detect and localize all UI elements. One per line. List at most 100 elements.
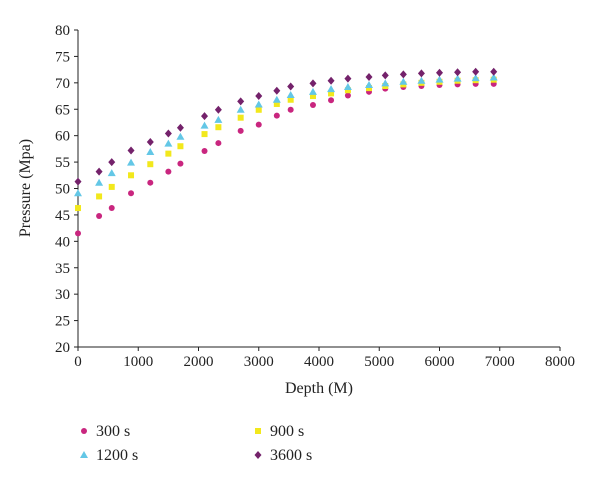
y-tick-label: 75: [55, 49, 70, 65]
legend-marker: [255, 428, 261, 434]
y-tick-label: 40: [55, 234, 70, 250]
x-tick-label: 2000: [184, 354, 214, 370]
data-point: [399, 70, 407, 79]
data-point: [176, 132, 185, 140]
data-point: [309, 79, 317, 88]
data-point: [95, 178, 104, 186]
data-point: [164, 129, 172, 138]
data-point: [489, 73, 498, 81]
data-point: [272, 95, 281, 103]
legend-item: 900 s: [255, 423, 304, 440]
legend-label: 3600 s: [270, 447, 312, 464]
data-point: [309, 102, 316, 109]
data-point: [490, 67, 498, 76]
data-point: [75, 205, 81, 212]
data-point: [237, 114, 244, 121]
data-point: [327, 76, 335, 85]
x-tick-label: 1000: [123, 354, 153, 370]
data-point: [147, 179, 154, 186]
data-point: [366, 85, 373, 92]
legend-item: 1200 s: [80, 447, 138, 464]
data-point: [417, 69, 425, 78]
data-point: [96, 193, 103, 200]
data-point: [201, 112, 209, 121]
data-point: [237, 97, 245, 106]
y-tick-label: 80: [55, 23, 70, 39]
data-point: [254, 100, 263, 108]
data-point: [128, 190, 135, 197]
legend-label: 1200 s: [96, 447, 138, 464]
series-square: [75, 76, 497, 212]
data-point: [381, 79, 390, 87]
data-point: [436, 68, 443, 77]
plot-area: 0 1000 2000 3000 4000 5000 6000 7000 8000 20 25 30…: [55, 23, 575, 370]
data-point: [147, 161, 154, 168]
y-tick-label: 20: [55, 340, 70, 356]
data-point: [471, 74, 480, 82]
data-point: [343, 83, 352, 91]
y-axis-ticks: 20 25 30 35 40 45 50 55 60 65 70 75 80: [55, 23, 78, 356]
y-tick-label: 60: [55, 129, 70, 145]
data-point: [177, 160, 184, 167]
data-point: [399, 77, 408, 85]
y-tick-label: 70: [55, 76, 70, 92]
y-tick-label: 55: [55, 155, 70, 171]
data-point: [344, 87, 351, 94]
x-tick-label: 8000: [545, 354, 575, 370]
data-point: [74, 189, 82, 197]
legend-marker: [81, 428, 87, 434]
y-tick-label: 65: [55, 102, 70, 118]
data-point: [127, 146, 135, 155]
data-point: [327, 85, 336, 93]
data-point: [365, 73, 373, 82]
data-point: [146, 148, 155, 156]
y-axis-title: Pressure (Mpa): [17, 139, 34, 237]
data-point: [128, 172, 135, 179]
y-tick-label: 30: [55, 287, 70, 303]
data-point: [75, 230, 81, 237]
data-point: [236, 105, 245, 113]
data-point: [344, 74, 352, 83]
data-point: [146, 138, 154, 147]
data-point: [165, 150, 172, 157]
x-tick-label: 4000: [304, 354, 334, 370]
data-point: [344, 92, 351, 99]
x-tick-label: 3000: [244, 354, 274, 370]
data-point: [287, 96, 294, 103]
data-point: [472, 67, 480, 76]
legend-item: 300 s: [81, 423, 130, 440]
data-point: [365, 80, 374, 88]
data-point: [201, 147, 208, 154]
legend-label: 300 s: [96, 423, 130, 440]
data-point: [127, 158, 136, 166]
data-point: [273, 112, 280, 119]
x-tick-label: 7000: [485, 354, 515, 370]
x-tick-label: 0: [74, 354, 82, 370]
data-point: [417, 76, 426, 84]
data-point: [215, 124, 222, 131]
legend-item: 3600 s: [254, 447, 312, 464]
data-point: [164, 139, 173, 147]
y-tick-label: 25: [55, 314, 70, 330]
data-point: [255, 121, 262, 128]
series-circle: [75, 80, 497, 237]
data-point: [273, 100, 280, 107]
legend: 300 s 900 s 1200 s 3600 s: [80, 423, 312, 464]
data-point: [308, 87, 317, 95]
data-point: [107, 169, 116, 177]
data-point: [381, 71, 389, 80]
x-axis-ticks: 0 1000 2000 3000 4000 5000 6000 7000 8000: [74, 347, 575, 370]
data-point: [255, 92, 263, 101]
series-triangle: [74, 73, 498, 197]
data-point: [214, 115, 223, 123]
data-point: [237, 127, 244, 134]
data-point: [108, 158, 116, 167]
x-tick-label: 5000: [364, 354, 394, 370]
x-tick-label: 6000: [425, 354, 455, 370]
data-point: [200, 121, 209, 129]
data-point: [328, 90, 335, 97]
legend-marker: [80, 451, 88, 458]
data-point: [177, 143, 184, 150]
legend-label: 900 s: [270, 423, 304, 440]
data-point: [176, 123, 184, 132]
